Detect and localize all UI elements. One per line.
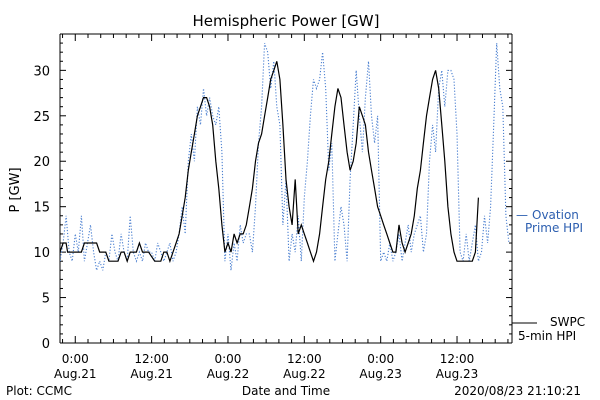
chart-title: Hemispheric Power [GW]: [193, 12, 380, 30]
x-tick-label-date: Aug.22: [207, 367, 250, 381]
plot-area: 0510152025300:00Aug.2112:00Aug.210:00Aug…: [33, 33, 585, 381]
legend-ovation-marker: —: [516, 208, 528, 222]
x-tick-label-time: 0:00: [214, 352, 241, 366]
legend-ovation-label-2: Prime HPI: [525, 221, 583, 235]
x-tick-label-date: Aug.21: [54, 367, 97, 381]
x-tick-label-time: 0:00: [367, 352, 394, 366]
x-tick-label-date: Aug.23: [359, 367, 402, 381]
x-tick-label-time: 12:00: [134, 352, 169, 366]
y-tick-label: 0: [42, 337, 50, 352]
y-tick-label: 15: [33, 201, 50, 216]
x-tick-label-date: Aug.22: [283, 367, 326, 381]
legend-ovation-label-1: Ovation: [532, 208, 579, 222]
footer-right: 2020/08/23 21:10:21: [454, 384, 581, 398]
y-tick-label: 5: [42, 292, 50, 307]
y-tick-label: 10: [33, 246, 50, 261]
x-tick-label-date: Aug.21: [130, 367, 173, 381]
x-tick-label-date: Aug.23: [436, 367, 479, 381]
x-tick-label-time: 0:00: [62, 352, 89, 366]
legend-swpc-label-1: SWPC: [550, 315, 585, 329]
y-tick-label: 20: [33, 155, 50, 170]
x-tick-label-time: 12:00: [287, 352, 322, 366]
y-axis-label: P [GW]: [8, 167, 23, 212]
series-line-swpc-5-min-hpi: [60, 61, 479, 264]
footer-left: Plot: CCMC: [6, 384, 72, 398]
y-tick-label: 25: [33, 110, 50, 125]
x-axis-label: Date and Time: [242, 384, 330, 398]
legend-swpc-label-2: 5-min HPI: [518, 329, 576, 343]
y-tick-label: 30: [33, 64, 50, 79]
x-tick-label-time: 12:00: [440, 352, 475, 366]
